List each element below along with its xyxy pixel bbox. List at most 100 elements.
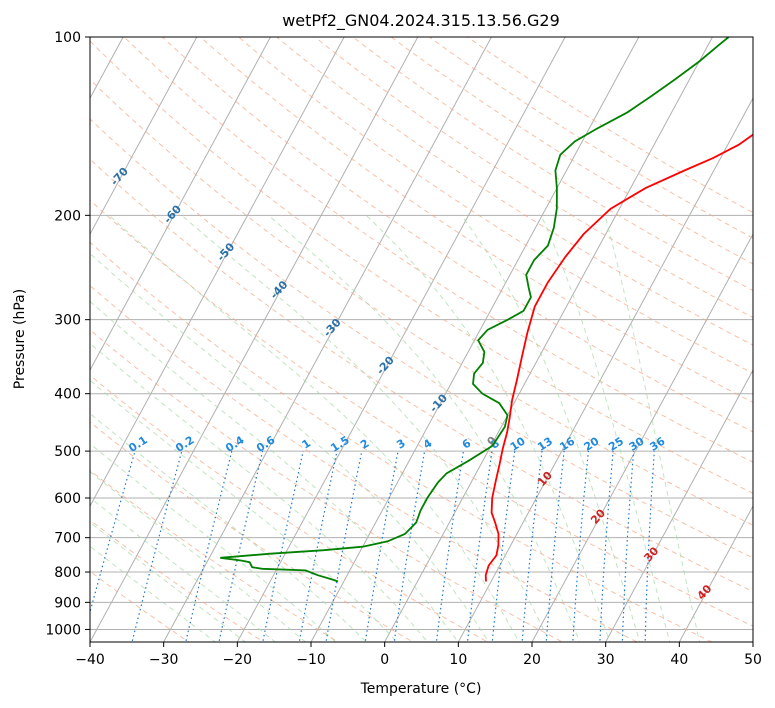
isotherm-label: -10 [427,391,450,415]
mixing-ratio-label: 4 [421,436,435,451]
chart-title: wetPf2_GN04.2024.315.13.56.G29 [282,11,560,31]
y-tick-label: 600 [54,491,81,507]
isotherm-label: -60 [161,202,184,226]
dry-adiabat [90,284,639,642]
mixing-ratio-label: 6 [460,436,474,451]
isotherm [605,369,753,642]
x-tick-label: −40 [75,652,105,668]
dry-adiabat [90,570,190,642]
y-axis: 100 200 300 400 500 600 700 800 900 1000 [45,30,90,638]
mixing-ratio-line [491,451,516,642]
isotherm-label: -40 [268,278,291,302]
dry-adiabat [90,469,340,642]
moist-adiabat [540,215,671,642]
isotherm [90,37,419,642]
moist-adiabat [90,252,490,642]
isotherm-label: -70 [108,165,131,189]
x-tick-label: 40 [670,652,688,668]
x-tick-label: −10 [296,652,326,668]
x-tick-label: 20 [523,652,541,668]
y-axis-label: Pressure (hPa) [12,289,28,389]
plot-frame [89,36,754,643]
background-lines: 0.10.20.40.611.52346810131620253036-100-… [0,24,753,654]
isotherm-label: 20 [588,506,608,526]
moist-adiabat [90,521,246,642]
isotherm [384,37,714,642]
moist-adiabat [108,214,520,642]
isotherm [90,37,198,236]
y-tick-label: 500 [54,444,81,460]
dry-adiabat [90,158,753,593]
dry-adiabat [90,241,713,642]
moist-adiabat [90,300,459,642]
moist-adiabat [604,215,701,642]
isotherm-label: 30 [641,544,661,564]
x-tick-label: 10 [449,652,467,668]
dry-adiabat [90,118,753,559]
dry-adiabat [275,37,753,346]
x-tick-label: 0 [380,652,389,668]
moist-adiabat [365,214,611,642]
mixing-ratio-label: 3 [394,437,408,452]
isotherm [678,504,753,642]
moist-adiabat [461,215,641,642]
isotherm [90,37,272,372]
y-tick-label: 900 [54,595,81,611]
mixing-ratio-line [644,451,655,642]
isotherm [457,97,753,642]
dry-adiabat [90,421,414,642]
x-axis-label: Temperature (°C) [360,681,482,697]
isotherm [0,24,57,654]
moist-adiabat [267,214,581,642]
isotherm-label: -20 [374,354,397,378]
profile-lines [220,37,753,583]
mixing-ratio-line [325,450,363,642]
mixing-ratio-label: 0.1 [126,433,149,455]
mixing-ratio-line [599,451,614,642]
mixing-ratio-line [90,450,136,615]
x-tick-label: 30 [597,652,615,668]
mixing-ratio-label: 2 [358,437,372,452]
isotherm [752,640,753,642]
mixing-ratio-label: 0.4 [223,433,247,455]
dry-adiabat [352,37,753,292]
dewpoint-profile [220,37,730,583]
isotherm-label: 10 [535,469,555,489]
mixing-ratio-line [521,451,543,642]
y-tick-label: 300 [54,313,81,329]
mixing-ratio-line [218,450,264,642]
mixing-ratio-line [364,450,399,642]
isotherm [310,37,640,642]
y-tick-label: 200 [54,208,81,224]
y-tick-label: 700 [54,531,81,547]
moist-adiabat [90,470,307,642]
mixing-ratio-line [621,451,635,642]
dry-adiabat [90,199,753,627]
mixing-ratio-line [298,450,338,642]
x-axis: −40 −30 −20 −10 0 10 20 30 40 50 [75,642,762,668]
moist-adiabat [90,412,368,642]
mixing-ratio-line [466,451,493,642]
mixing-ratio-line [572,451,589,642]
temperature-profile [484,133,753,582]
dry-adiabat [90,329,564,642]
mixing-ratio-line [185,450,233,642]
dry-adiabat [237,37,753,374]
x-tick-label: −30 [149,652,179,668]
dry-adiabat [466,37,753,214]
x-tick-label: −20 [223,652,253,668]
mixing-ratio-label: 1 [300,437,314,452]
dry-adiabat [90,78,753,526]
isotherm-label: -90 [2,89,25,113]
y-tick-label: 400 [54,387,81,403]
dry-adiabat [161,37,753,433]
isotherm-label: -80 [55,127,78,151]
isotherm [531,233,753,642]
dry-adiabat [199,37,753,403]
moist-adiabat [90,379,398,642]
moist-adiabat [90,342,429,642]
isotherm [90,37,345,508]
moist-adiabat [90,443,337,642]
y-tick-label: 100 [54,30,81,46]
